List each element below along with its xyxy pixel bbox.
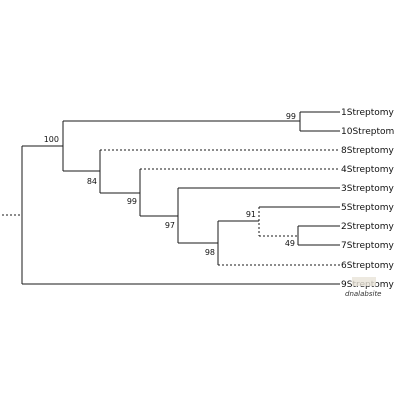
tip-label-5: 5Streptomy <box>341 203 395 213</box>
tip-label-8: 8Streptomy <box>341 146 395 156</box>
tip-label-3: 3Streptomy <box>341 184 395 194</box>
tip-label-7: 7Streptomy <box>341 241 395 251</box>
svg-text:dnalabsite: dnalabsite <box>345 290 382 298</box>
support-value-97: 97 <box>165 221 175 230</box>
support-value-98: 98 <box>205 248 215 257</box>
support-value-100: 100 <box>44 135 59 144</box>
support-value-99: 99 <box>127 197 137 206</box>
tip-label-6: 6Streptomy <box>341 261 395 271</box>
watermark: dnalabsite <box>345 277 382 298</box>
tip-label-2: 2Streptomy <box>341 222 395 232</box>
tip-label-4: 4Streptomy <box>341 165 395 175</box>
tip-label-1: 1Streptomy <box>341 108 395 118</box>
support-value-49: 49 <box>285 239 295 248</box>
support-value-91: 91 <box>246 210 256 219</box>
tip-label-10: 10Streptom <box>341 127 394 137</box>
support-value-99: 99 <box>286 112 296 121</box>
support-value-84: 84 <box>87 177 97 186</box>
